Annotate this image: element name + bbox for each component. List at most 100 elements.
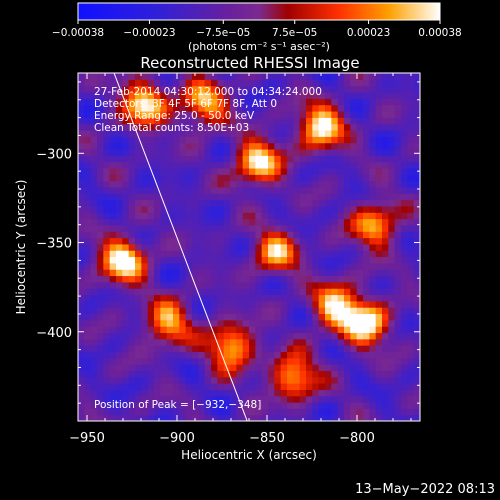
heatmap-cell <box>198 117 206 125</box>
heatmap-cell <box>306 402 313 409</box>
heatmap-cell <box>356 370 364 378</box>
heatmap-cell <box>293 408 301 416</box>
heatmap-cell <box>166 256 174 264</box>
heatmap-cell <box>363 313 370 321</box>
heatmap-cell <box>217 91 225 99</box>
heatmap-cell <box>293 174 301 182</box>
heatmap-cell <box>204 262 212 270</box>
heatmap-cell <box>192 332 199 340</box>
heatmap-cell <box>198 91 206 99</box>
heatmap-cell <box>255 218 263 226</box>
heatmap-cell <box>135 326 142 334</box>
heatmap-cell <box>318 370 326 378</box>
heatmap-cell <box>356 345 364 352</box>
heatmap-cell <box>103 186 111 194</box>
heatmap-cell <box>306 136 313 144</box>
heatmap-cell <box>242 148 250 156</box>
heatmap-cell <box>356 193 364 201</box>
heatmap-cell <box>217 79 225 87</box>
heatmap-cell <box>109 142 117 150</box>
heatmap-cell <box>261 370 269 378</box>
heatmap-cell <box>274 231 282 239</box>
heatmap-cell <box>287 142 294 150</box>
heatmap-cell <box>312 123 320 131</box>
heatmap-cell <box>109 313 117 321</box>
heatmap-cell <box>122 224 130 232</box>
heatmap-cell <box>242 275 250 283</box>
heatmap-cell <box>337 332 345 340</box>
heatmap-cell <box>135 307 142 315</box>
heatmap-cell <box>268 332 275 340</box>
heatmap-cell <box>375 376 383 384</box>
heatmap-cell <box>394 370 402 378</box>
heatmap-cell <box>331 338 339 346</box>
colorbar-gradient <box>77 2 441 21</box>
heatmap-cell <box>407 262 415 270</box>
heatmap-cell <box>268 269 275 277</box>
heatmap-cell <box>204 402 212 409</box>
heatmap-cell <box>394 395 402 403</box>
heatmap-cell <box>97 326 104 334</box>
y-axis-label: Heliocentric Y (arcsec) <box>14 180 28 315</box>
heatmap-cell <box>369 148 377 156</box>
heatmap-cell <box>344 73 351 80</box>
heatmap-cell <box>369 402 377 409</box>
heatmap-cell <box>407 357 415 365</box>
heatmap-cell <box>154 104 161 112</box>
heatmap-cell <box>382 376 389 384</box>
heatmap-cell <box>154 180 161 188</box>
heatmap-cell <box>394 338 402 346</box>
heatmap-cell <box>369 326 377 334</box>
heatmap-cell <box>375 319 383 327</box>
heatmap-cell <box>236 85 244 93</box>
heatmap-cell <box>382 281 389 289</box>
heatmap-cell <box>369 275 377 283</box>
heatmap-cell <box>363 136 370 144</box>
heatmap-cell <box>407 395 415 403</box>
heatmap-cell <box>394 142 402 150</box>
heatmap-cell <box>331 199 339 207</box>
heatmap-cell <box>198 250 206 258</box>
heatmap-cell <box>141 199 149 207</box>
heatmap-cell <box>198 161 206 169</box>
heatmap-cell <box>97 383 104 390</box>
heatmap-cell <box>242 205 250 213</box>
heatmap-cell <box>154 389 161 397</box>
heatmap-cell <box>293 256 301 264</box>
heatmap-cell <box>236 174 244 182</box>
heatmap-cell <box>318 250 326 258</box>
heatmap-cell <box>261 218 269 226</box>
heatmap-cell <box>204 199 212 207</box>
heatmap-cell <box>331 218 339 226</box>
heatmap-cell <box>249 332 256 340</box>
heatmap-cell <box>299 85 307 93</box>
heatmap-cell <box>261 395 269 403</box>
heatmap-cell <box>223 294 231 302</box>
heatmap-cell <box>198 281 206 289</box>
heatmap-cell <box>363 205 370 213</box>
heatmap-cell <box>287 402 294 409</box>
heatmap-cell <box>280 212 288 220</box>
heatmap-cell <box>185 351 193 359</box>
heatmap-cell <box>128 319 136 327</box>
heatmap-cell <box>141 332 149 340</box>
heatmap-cell <box>122 357 130 365</box>
heatmap-cell <box>261 205 269 213</box>
heatmap-cell <box>230 243 237 251</box>
heatmap-cell <box>280 281 288 289</box>
heatmap-cell <box>261 98 269 106</box>
heatmap-cell <box>78 148 85 156</box>
heatmap-cell <box>230 129 237 137</box>
heatmap-cell <box>261 104 269 112</box>
heatmap-cell <box>287 212 294 220</box>
heatmap-cell <box>204 243 212 251</box>
heatmap-cell <box>217 142 225 150</box>
heatmap-cell <box>293 142 301 150</box>
heatmap-cell <box>147 256 155 264</box>
heatmap-cell <box>160 186 168 194</box>
heatmap-cell <box>407 186 415 194</box>
heatmap-cell <box>261 243 269 251</box>
heatmap-cell <box>249 180 256 188</box>
heatmap-cell <box>236 319 244 327</box>
heatmap-cell <box>268 326 275 334</box>
